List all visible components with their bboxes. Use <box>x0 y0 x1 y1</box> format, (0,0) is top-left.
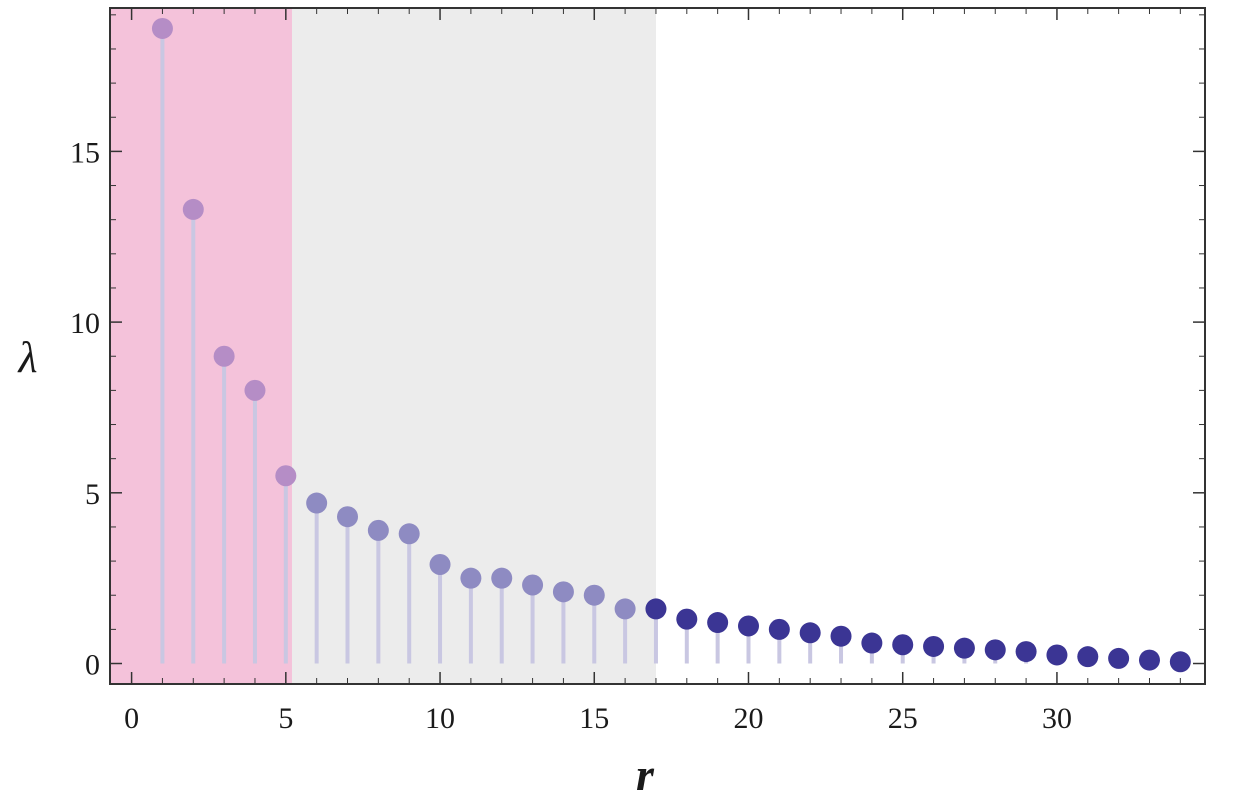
x-tick-label: 5 <box>278 702 293 735</box>
data-point <box>984 639 1006 661</box>
y-tick-label: 10 <box>70 307 100 340</box>
data-point <box>1169 651 1191 673</box>
x-tick-labels: 0 5 10 15 20 25 30 <box>124 702 1072 735</box>
data-point <box>799 622 821 644</box>
data-point <box>830 625 852 647</box>
x-tick-label: 30 <box>1042 702 1072 735</box>
data-point <box>861 632 883 654</box>
data-points <box>151 17 1191 673</box>
data-point <box>1138 649 1160 671</box>
data-point <box>1077 646 1099 668</box>
data-point <box>923 635 945 657</box>
data-point <box>275 465 297 487</box>
data-point <box>491 567 513 589</box>
data-point <box>707 612 729 634</box>
data-point <box>892 634 914 656</box>
y-tick-label: 15 <box>70 136 100 169</box>
data-point <box>182 198 204 220</box>
data-point <box>213 345 235 367</box>
data-point <box>398 523 420 545</box>
data-point <box>306 492 328 514</box>
data-point <box>552 581 574 603</box>
data-point <box>645 598 667 620</box>
region-1 <box>110 8 292 684</box>
x-tick-label: 0 <box>124 702 139 735</box>
y-tick-label: 5 <box>85 478 100 511</box>
x-axis-label: r <box>636 749 655 800</box>
axis-ticks <box>110 8 1205 684</box>
data-point <box>768 618 790 640</box>
data-point <box>583 584 605 606</box>
data-point <box>614 598 636 620</box>
plot-frame <box>109 7 1206 685</box>
data-point <box>1046 644 1068 666</box>
data-point <box>429 554 451 576</box>
x-tick-label: 10 <box>425 702 455 735</box>
y-tick-label: 0 <box>85 649 100 682</box>
data-point <box>460 567 482 589</box>
y-axis-label: λ <box>16 333 37 382</box>
data-point <box>953 637 975 659</box>
data-point <box>337 506 359 528</box>
x-tick-label: 15 <box>579 702 609 735</box>
data-point <box>367 519 389 541</box>
data-point <box>1108 647 1130 669</box>
data-point <box>676 608 698 630</box>
data-point <box>151 17 173 39</box>
data-point <box>244 379 266 401</box>
data-point <box>522 574 544 596</box>
x-tick-label: 25 <box>888 702 918 735</box>
shaded-regions <box>110 8 656 684</box>
data-point <box>1015 641 1037 663</box>
y-tick-labels: 0 5 10 15 <box>70 136 100 681</box>
data-point <box>737 615 759 637</box>
x-tick-label: 20 <box>733 702 763 735</box>
